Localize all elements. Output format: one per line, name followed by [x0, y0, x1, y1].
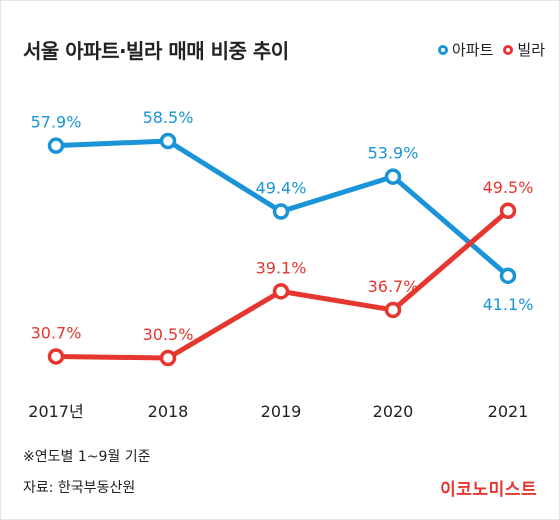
data-point-apartment: [47, 137, 65, 154]
footnote: ※연도별 1~9월 기준: [23, 449, 151, 465]
legend-marker-villa-icon: [503, 44, 514, 55]
legend: 아파트 빌라: [437, 39, 545, 60]
x-tick-label: 2021: [488, 402, 529, 421]
x-tick-label: 2017년: [28, 402, 83, 421]
data-label-villa: 30.7%: [31, 323, 82, 342]
data-point-villa: [499, 202, 517, 219]
data-label-villa: 30.5%: [143, 325, 194, 344]
brand-logo: 이코노미스트: [440, 480, 537, 500]
x-tick-label: 2018: [148, 402, 189, 421]
data-point-villa: [384, 301, 402, 319]
x-tick-label: 2020: [373, 402, 414, 421]
data-label-apartment: 41.1%: [483, 295, 534, 314]
source-note: 자료: 한국부동산원: [23, 480, 136, 496]
x-tick-label: 2019: [261, 402, 302, 421]
data-label-villa: 49.5%: [483, 178, 534, 197]
legend-item-villa: 빌라: [503, 39, 545, 60]
data-label-villa: 36.7%: [368, 277, 419, 296]
data-point-apartment: [159, 132, 177, 150]
data-label-apartment: 53.9%: [368, 144, 419, 163]
chart-title: 서울 아파트·빌라 매매 비중 추이: [23, 39, 289, 63]
data-label-villa: 39.1%: [256, 258, 307, 277]
data-label-apartment: 58.5%: [143, 108, 194, 127]
legend-item-apartment: 아파트: [437, 39, 494, 60]
data-point-villa: [47, 348, 65, 365]
data-point-apartment: [499, 267, 517, 285]
data-label-apartment: 49.4%: [256, 179, 307, 198]
data-point-villa: [159, 349, 177, 367]
line-chart: 2017년 2018 2019 2020 2021 57.9% 58.5% 49.4% 53.9…: [28, 108, 534, 421]
legend-label-villa: 빌라: [517, 41, 545, 59]
data-point-apartment: [384, 168, 402, 185]
legend-marker-apartment-icon: [437, 44, 448, 55]
data-point-villa: [272, 283, 290, 300]
legend-label-apartment: 아파트: [451, 41, 494, 59]
data-point-apartment: [272, 203, 290, 220]
data-label-apartment: 57.9%: [31, 113, 82, 132]
